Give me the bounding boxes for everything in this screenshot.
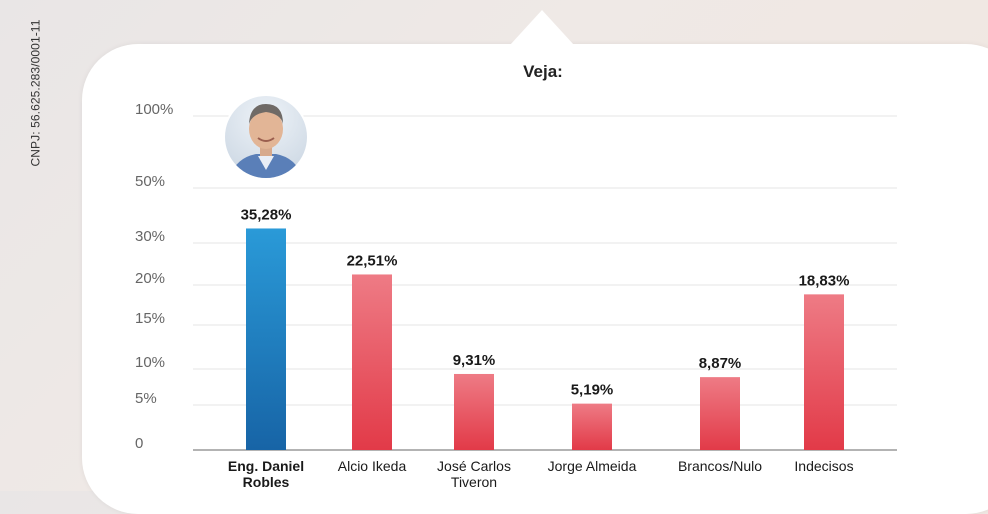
category-label: Alcio Ikeda	[338, 458, 407, 474]
y-tick-label: 15%	[135, 310, 165, 327]
y-tick-label: 30%	[135, 228, 165, 245]
bar	[804, 294, 844, 450]
bar	[700, 377, 740, 450]
y-tick-label: 10%	[135, 354, 165, 371]
candidate-avatar	[223, 94, 309, 180]
category-label: Indecisos	[794, 458, 853, 474]
category-label: José Carlos	[437, 458, 511, 474]
y-axis-ticks: 100% 50% 30% 20% 15% 10% 5% 0	[135, 101, 173, 452]
bars	[246, 228, 844, 450]
value-label: 35,28%	[241, 206, 292, 223]
value-label: 8,87%	[699, 355, 742, 372]
category-label: Robles	[243, 474, 290, 490]
value-label: 18,83%	[799, 272, 850, 289]
value-labels: 35,28% 22,51% 9,31% 5,19% 8,87% 18,83%	[241, 206, 850, 398]
category-label: Eng. Daniel	[228, 458, 304, 474]
bar	[246, 228, 286, 450]
value-label: 9,31%	[453, 352, 496, 369]
category-label: Tiveron	[451, 474, 497, 490]
y-tick-label: 0	[135, 435, 143, 452]
y-tick-label: 5%	[135, 390, 157, 407]
bar	[352, 274, 392, 450]
category-label: Brancos/Nulo	[678, 458, 762, 474]
y-tick-label: 50%	[135, 173, 165, 190]
value-label: 22,51%	[347, 252, 398, 269]
value-label: 5,19%	[571, 382, 614, 399]
grid-lines	[193, 115, 897, 406]
category-label: Jorge Almeida	[548, 458, 637, 474]
y-tick-label: 20%	[135, 270, 165, 287]
card-pointer	[510, 10, 574, 45]
y-tick-label: 100%	[135, 101, 173, 118]
bar	[454, 373, 494, 450]
bar	[572, 403, 612, 450]
bar-chart: Veja: 100% 50% 30% 20% 15% 10% 5% 0 35,28% 22,51…	[135, 62, 897, 490]
chart-title: Veja:	[523, 62, 563, 81]
